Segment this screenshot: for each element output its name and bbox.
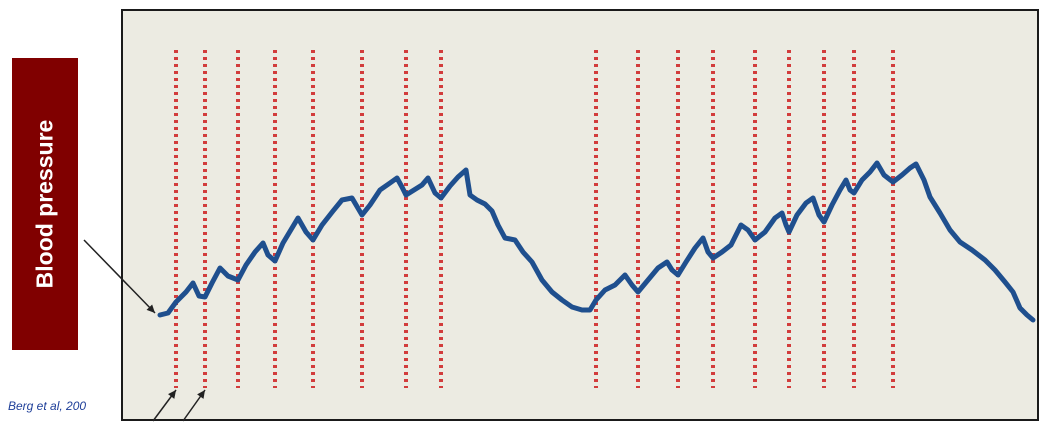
marker-lines <box>174 50 895 388</box>
label-pointer-arrow <box>83 239 156 314</box>
marker-pointer-arrow-2-head <box>197 390 205 399</box>
plot-panel <box>121 9 1039 421</box>
marker-pointer-arrow-1-head <box>168 390 176 399</box>
blood-pressure-trace <box>157 160 1036 323</box>
blood-pressure-label-box: Blood pressure <box>12 58 78 350</box>
citation-text: Berg et al, 200 <box>8 399 87 413</box>
label-pointer-arrow-head <box>146 304 155 313</box>
annotation-arrows <box>83 239 206 422</box>
blood-pressure-label: Blood pressure <box>31 119 58 289</box>
